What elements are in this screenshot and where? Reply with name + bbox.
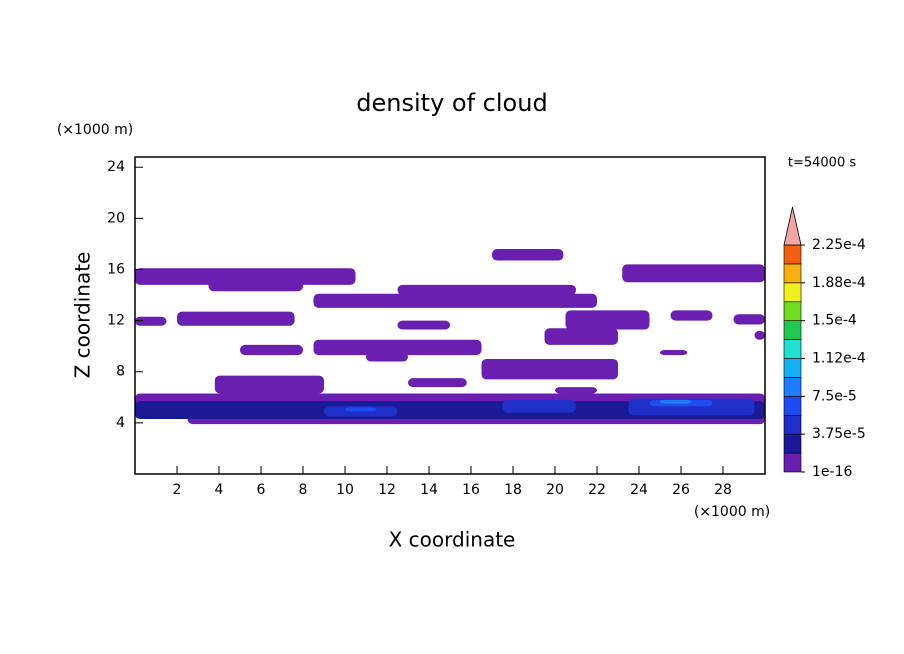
time-label: t=54000 s (788, 156, 856, 171)
colorbar-band (783, 301, 802, 321)
contour-region (177, 311, 295, 326)
colorbar-tick-label: 1.12e-4 (812, 351, 866, 367)
contour-region (397, 284, 576, 296)
y-unit: (×1000 m) (57, 122, 133, 138)
colorbar-band (783, 263, 802, 284)
contour-region (366, 352, 408, 362)
colorbar-band (783, 244, 802, 265)
contour-region (660, 399, 692, 404)
x-tick-label: 6 (257, 482, 266, 498)
colorbar-tick-label: 3.75e-5 (812, 426, 866, 442)
y-tick-label: 16 (107, 261, 125, 277)
y-tick-label: 12 (107, 313, 125, 329)
colorbar-band (783, 339, 802, 359)
x-tick-label: 18 (504, 482, 522, 498)
x-tick-label: 26 (672, 482, 690, 498)
x-tick-label: 28 (714, 482, 732, 498)
contour-region (622, 264, 765, 283)
colorbar-band (783, 396, 802, 416)
contour-region (313, 293, 597, 308)
contour-region (397, 320, 450, 330)
x-unit: (×1000 m) (694, 504, 770, 520)
x-tick-label: 10 (336, 482, 354, 498)
colorbar-band (783, 414, 802, 435)
contour-region (214, 375, 324, 394)
colorbar-extend (783, 206, 802, 246)
contour-region (135, 316, 167, 326)
contour-region (733, 314, 765, 325)
x-tick-label: 12 (378, 482, 396, 498)
contour-region (408, 378, 467, 388)
colorbar-tick-label: 2.25e-4 (812, 237, 866, 253)
y-tick-label: 8 (116, 364, 125, 380)
plot-frame (134, 156, 766, 475)
chart-title: density of cloud (356, 89, 547, 117)
y-tick-label: 20 (107, 210, 125, 226)
colorbar-band (783, 433, 802, 454)
colorbar-tick-label: 1.88e-4 (812, 275, 866, 291)
x-tick-label: 4 (215, 482, 224, 498)
contour-region (565, 310, 650, 330)
x-axis-label: X coordinate (389, 528, 516, 552)
y-tick-label: 4 (116, 415, 125, 431)
colorbar-band (783, 320, 802, 340)
contour-region (660, 350, 688, 356)
x-tick-label: 22 (588, 482, 606, 498)
y-tick-label: 24 (107, 159, 125, 175)
colorbar-band (783, 377, 802, 397)
x-tick-label: 20 (546, 482, 564, 498)
x-tick-label: 24 (630, 482, 648, 498)
contour-region (670, 310, 713, 321)
contour-region (555, 387, 597, 394)
contour-region (492, 249, 564, 261)
contour-region (313, 339, 482, 356)
colorbar-tick-label: 7.5e-5 (812, 388, 857, 404)
y-axis-label: Z coordinate (71, 252, 95, 379)
x-tick-label: 2 (173, 482, 182, 498)
contour-region (345, 407, 377, 412)
colorbar-tick-label: 1.5e-4 (812, 313, 857, 329)
contour-region (135, 401, 765, 420)
colorbar-band (783, 358, 802, 378)
x-tick-label: 8 (299, 482, 308, 498)
x-tick-label: 16 (462, 482, 480, 498)
colorbar-tick-label: 1e-16 (812, 464, 852, 480)
x-tick-label: 14 (420, 482, 438, 498)
colorbar-band (783, 282, 802, 303)
contour-region (240, 344, 303, 356)
colorbar-band (783, 452, 802, 473)
contour-region (481, 358, 618, 380)
contour-region (544, 328, 618, 345)
contour-region (502, 399, 576, 413)
contour-region (208, 279, 303, 292)
contour-region (754, 330, 765, 340)
